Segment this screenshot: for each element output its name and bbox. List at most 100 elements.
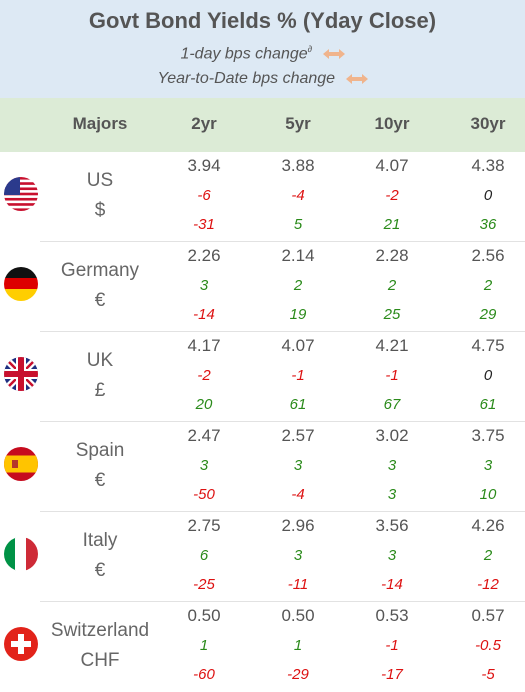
legend-day-change-label: 1-day bps change [180,45,308,63]
day-change-value: -6 [197,187,211,204]
day-change-value: 3 [199,277,209,294]
table-row-italy: Italy €2.75 6 -25 2.96 3 -11 3.56 3 -14 4.26 2 -12 [0,512,525,602]
day-change-value: 2 [483,547,493,564]
day-change-value: -4 [291,187,305,204]
us-flag-icon [4,177,38,211]
ytd-change-value: 21 [383,216,401,233]
currency-symbol: CHF [80,650,120,671]
ytd-change-value: -25 [193,576,215,593]
yield-value: 4.07 [375,156,409,175]
yield-value: 3.75 [471,426,505,445]
legend-ytd-change: Year-to-Date bps change [0,70,525,88]
day-change-value: -1 [385,637,399,654]
ytd-change-value: -29 [287,666,309,683]
yield-value: 3.88 [281,156,315,175]
column-header-row: Majors 2yr 5yr 10yr 30yr [0,98,525,152]
day-change-value: 2 [483,277,493,294]
switzerland-flag-icon [4,627,38,661]
day-change-value: 1 [199,637,209,654]
double-arrow-icon [322,49,345,60]
day-change-value: 3 [483,457,493,474]
currency-symbol: $ [94,200,106,221]
germany-flag-icon [4,267,38,301]
spain-flag-icon [4,447,38,481]
day-change-value: -0.5 [475,637,501,654]
uk-flag-icon [4,357,38,391]
day-change-value: 1 [293,637,303,654]
country-name: Spain [75,440,125,461]
yield-value: 2.96 [281,516,315,535]
ytd-change-value: -4 [291,486,305,503]
double-arrow-icon [345,73,368,84]
table-row-us: US $3.94 -6 -31 3.88 -4 5 4.07 -2 21 4.38 0 36 [0,152,525,242]
legend-sup-mark: ∂ [307,44,313,54]
day-change-value: -2 [385,187,399,204]
row-divider [40,331,525,332]
day-change-value: 6 [199,547,209,564]
yield-value: 4.26 [471,516,505,535]
day-change-value: 3 [293,457,303,474]
currency-symbol: € [94,470,106,491]
ytd-change-value: -31 [193,216,215,233]
day-change-value: -1 [291,367,305,384]
yield-value: 0.50 [187,606,221,625]
day-change-value: 3 [387,547,397,564]
yield-value: 2.75 [187,516,221,535]
currency-symbol: € [94,560,106,581]
table-row-spain: Spain €2.47 3 -50 2.57 3 -4 3.02 3 3 3.75 3 10 [0,422,525,512]
ytd-change-value: 29 [479,306,497,323]
ytd-change-value: -50 [193,486,215,503]
day-change-value: -1 [385,367,399,384]
ytd-change-value: -60 [193,666,215,683]
ytd-change-value: 36 [479,216,497,233]
row-divider [40,601,525,602]
italy-flag-icon [4,537,38,571]
country-name: Italy [82,530,118,551]
legend-day-change: 1-day bps change∂ [0,44,525,63]
yield-value: 4.07 [281,336,315,355]
table-row-germany: Germany €2.26 3 -14 2.14 2 19 2.28 2 25 2.56 2 29 [0,242,525,332]
yield-value: 2.26 [187,246,221,265]
yield-value: 3.02 [375,426,409,445]
ytd-change-value: -14 [193,306,215,323]
ytd-change-value: 61 [479,396,497,413]
column-header-majors: Majors [72,114,128,133]
day-change-value: 2 [293,277,303,294]
page-title: Govt Bond Yields % (Yday Close) [88,8,437,33]
yield-value: 0.50 [281,606,315,625]
day-change-value: 2 [387,277,397,294]
day-change-value: 3 [199,457,209,474]
day-change-value: -2 [197,367,211,384]
row-divider [40,421,525,422]
yield-value: 0.57 [471,606,505,625]
ytd-change-value: 3 [387,486,397,503]
column-header-10yr: 10yr [374,114,410,133]
yield-value: 2.56 [471,246,505,265]
country-name: Switzerland [50,620,150,641]
row-divider [40,511,525,512]
ytd-change-value: 67 [383,396,401,413]
currency-symbol: £ [94,380,106,401]
day-change-value: 3 [387,457,397,474]
ytd-change-value: 61 [289,396,307,413]
day-change-value: 0 [483,187,493,204]
yield-value: 2.14 [281,246,315,265]
country-name: UK [86,350,114,371]
ytd-change-value: -14 [381,576,403,593]
ytd-change-value: 19 [289,306,307,323]
column-header-2yr: 2yr [191,114,217,133]
ytd-change-value: 5 [293,216,303,233]
ytd-change-value: -5 [481,666,495,683]
ytd-change-value: 25 [383,306,401,323]
ytd-change-value: 20 [195,396,213,413]
title-banner: Govt Bond Yields % (Yday Close) 1-day bp… [0,0,525,98]
yield-value: 2.57 [281,426,315,445]
yield-value: 4.75 [471,336,505,355]
yield-value: 4.38 [471,156,505,175]
column-header-5yr: 5yr [285,114,311,133]
day-change-value: 3 [293,547,303,564]
yield-value: 3.94 [187,156,221,175]
yield-value: 2.47 [187,426,221,445]
row-divider [40,241,525,242]
yield-value: 2.28 [375,246,409,265]
